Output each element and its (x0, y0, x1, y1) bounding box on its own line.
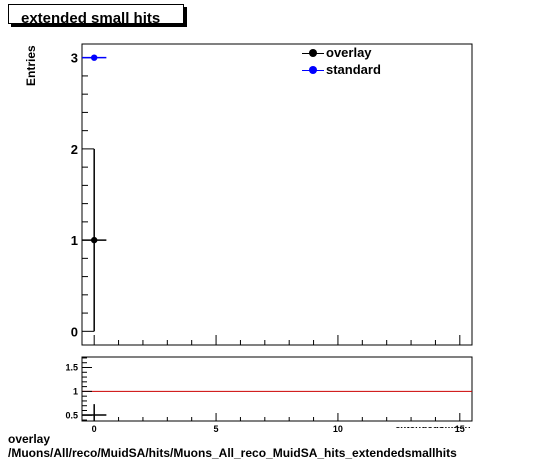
x-tick-label: 5 (214, 424, 219, 434)
y-tick-label: 3 (71, 51, 78, 66)
caption-line-2: /Muons/All/reco/MuidSA/hits/Muons_All_re… (8, 446, 457, 460)
ratio-plot-border (81, 356, 473, 422)
ratio-y-tick-label: 1 (73, 386, 78, 396)
ratio-plot-frame: 0.5 1 1.5 0 5 10 15 (65, 356, 473, 434)
x-tick-label: 0 (92, 424, 97, 434)
ratio-y-tick-label: 1.5 (65, 363, 78, 373)
y-axis-label: Entries (24, 45, 38, 86)
chart-title: extended small hits (21, 10, 161, 27)
legend-label-overlay: overlay (326, 45, 372, 60)
data-point-standard (90, 54, 98, 61)
data-point-overlay (90, 236, 98, 244)
main-plot-frame: 0 1 2 3 (71, 43, 473, 346)
title-box: extended small hits (8, 4, 184, 27)
main-plot-border (81, 43, 473, 346)
x-axis-label-clipped: extendedsmallhits (395, 427, 470, 433)
y-tick-label: 0 (71, 324, 78, 339)
caption-line-1: overlay (8, 432, 51, 446)
x-axis-label: extendedsmallhits (395, 427, 470, 431)
legend-marker-standard (309, 66, 317, 74)
x-tick-label: 10 (333, 424, 343, 434)
ratio-y-tick-label: 0.5 (65, 410, 78, 420)
y-tick-label: 2 (71, 142, 78, 157)
y-tick-label: 1 (71, 233, 78, 248)
legend-label-standard: standard (326, 62, 381, 77)
x-tick-label: 15 (455, 424, 465, 434)
legend-marker-overlay (309, 49, 317, 57)
